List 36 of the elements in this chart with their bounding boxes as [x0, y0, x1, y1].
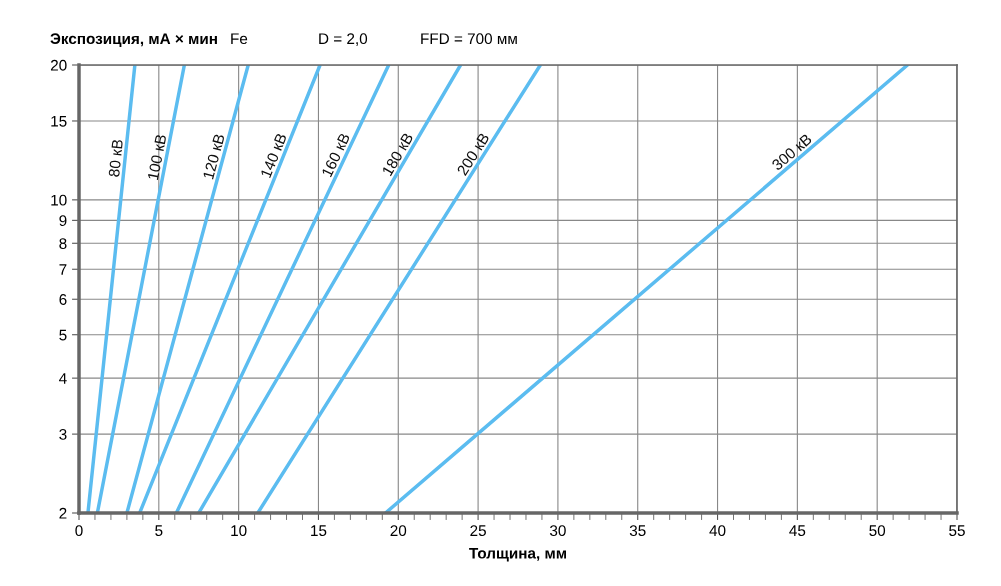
x-tick-label: 5 — [155, 525, 163, 537]
x-tick-label: 50 — [869, 525, 886, 537]
x-tick-label: 25 — [470, 525, 486, 537]
y-tick-label: 6 — [59, 294, 67, 305]
x-tick-label: 30 — [550, 525, 566, 537]
x-tick-label: 0 — [75, 525, 83, 537]
text: 140 кВ — [260, 132, 287, 179]
x-tick-label: 35 — [629, 525, 646, 537]
y-tick-label: 2 — [59, 507, 67, 519]
text: 300 кВ — [771, 133, 813, 171]
y-tick-label: 10 — [51, 194, 67, 206]
y-tick-label: 4 — [59, 373, 67, 384]
y-tick-label: 20 — [50, 59, 67, 71]
y-tick-label: 5 — [59, 329, 67, 341]
x-tick-label: 20 — [390, 525, 407, 537]
y-tick-label: 15 — [51, 116, 67, 127]
text: 100 кВ — [147, 134, 167, 181]
text: 160 кВ — [321, 132, 351, 178]
text: 120 кВ — [202, 133, 225, 180]
x-tick-label: 40 — [709, 525, 726, 537]
text: 200 кВ — [456, 132, 490, 177]
x-tick-label: 15 — [311, 525, 327, 537]
text: Fe — [231, 33, 248, 45]
text: D = 2,0 — [319, 33, 368, 46]
text: FFD = 700 мм — [421, 33, 517, 45]
y-tick-label: 7 — [59, 264, 67, 275]
x-tick-label: 10 — [231, 525, 247, 537]
x-tick-label: 55 — [949, 525, 965, 537]
text: 180 кВ — [381, 132, 414, 177]
y-tick-label: 9 — [59, 215, 67, 227]
y-tick-label: 3 — [59, 428, 67, 440]
text: 80 кВ — [108, 139, 124, 177]
x-axis-title: Толщина, мм — [469, 547, 566, 562]
x-tick-label: 45 — [789, 525, 806, 537]
y-axis-title: Экспозиция, мА × мин — [50, 33, 217, 47]
y-tick-label: 8 — [59, 238, 67, 249]
